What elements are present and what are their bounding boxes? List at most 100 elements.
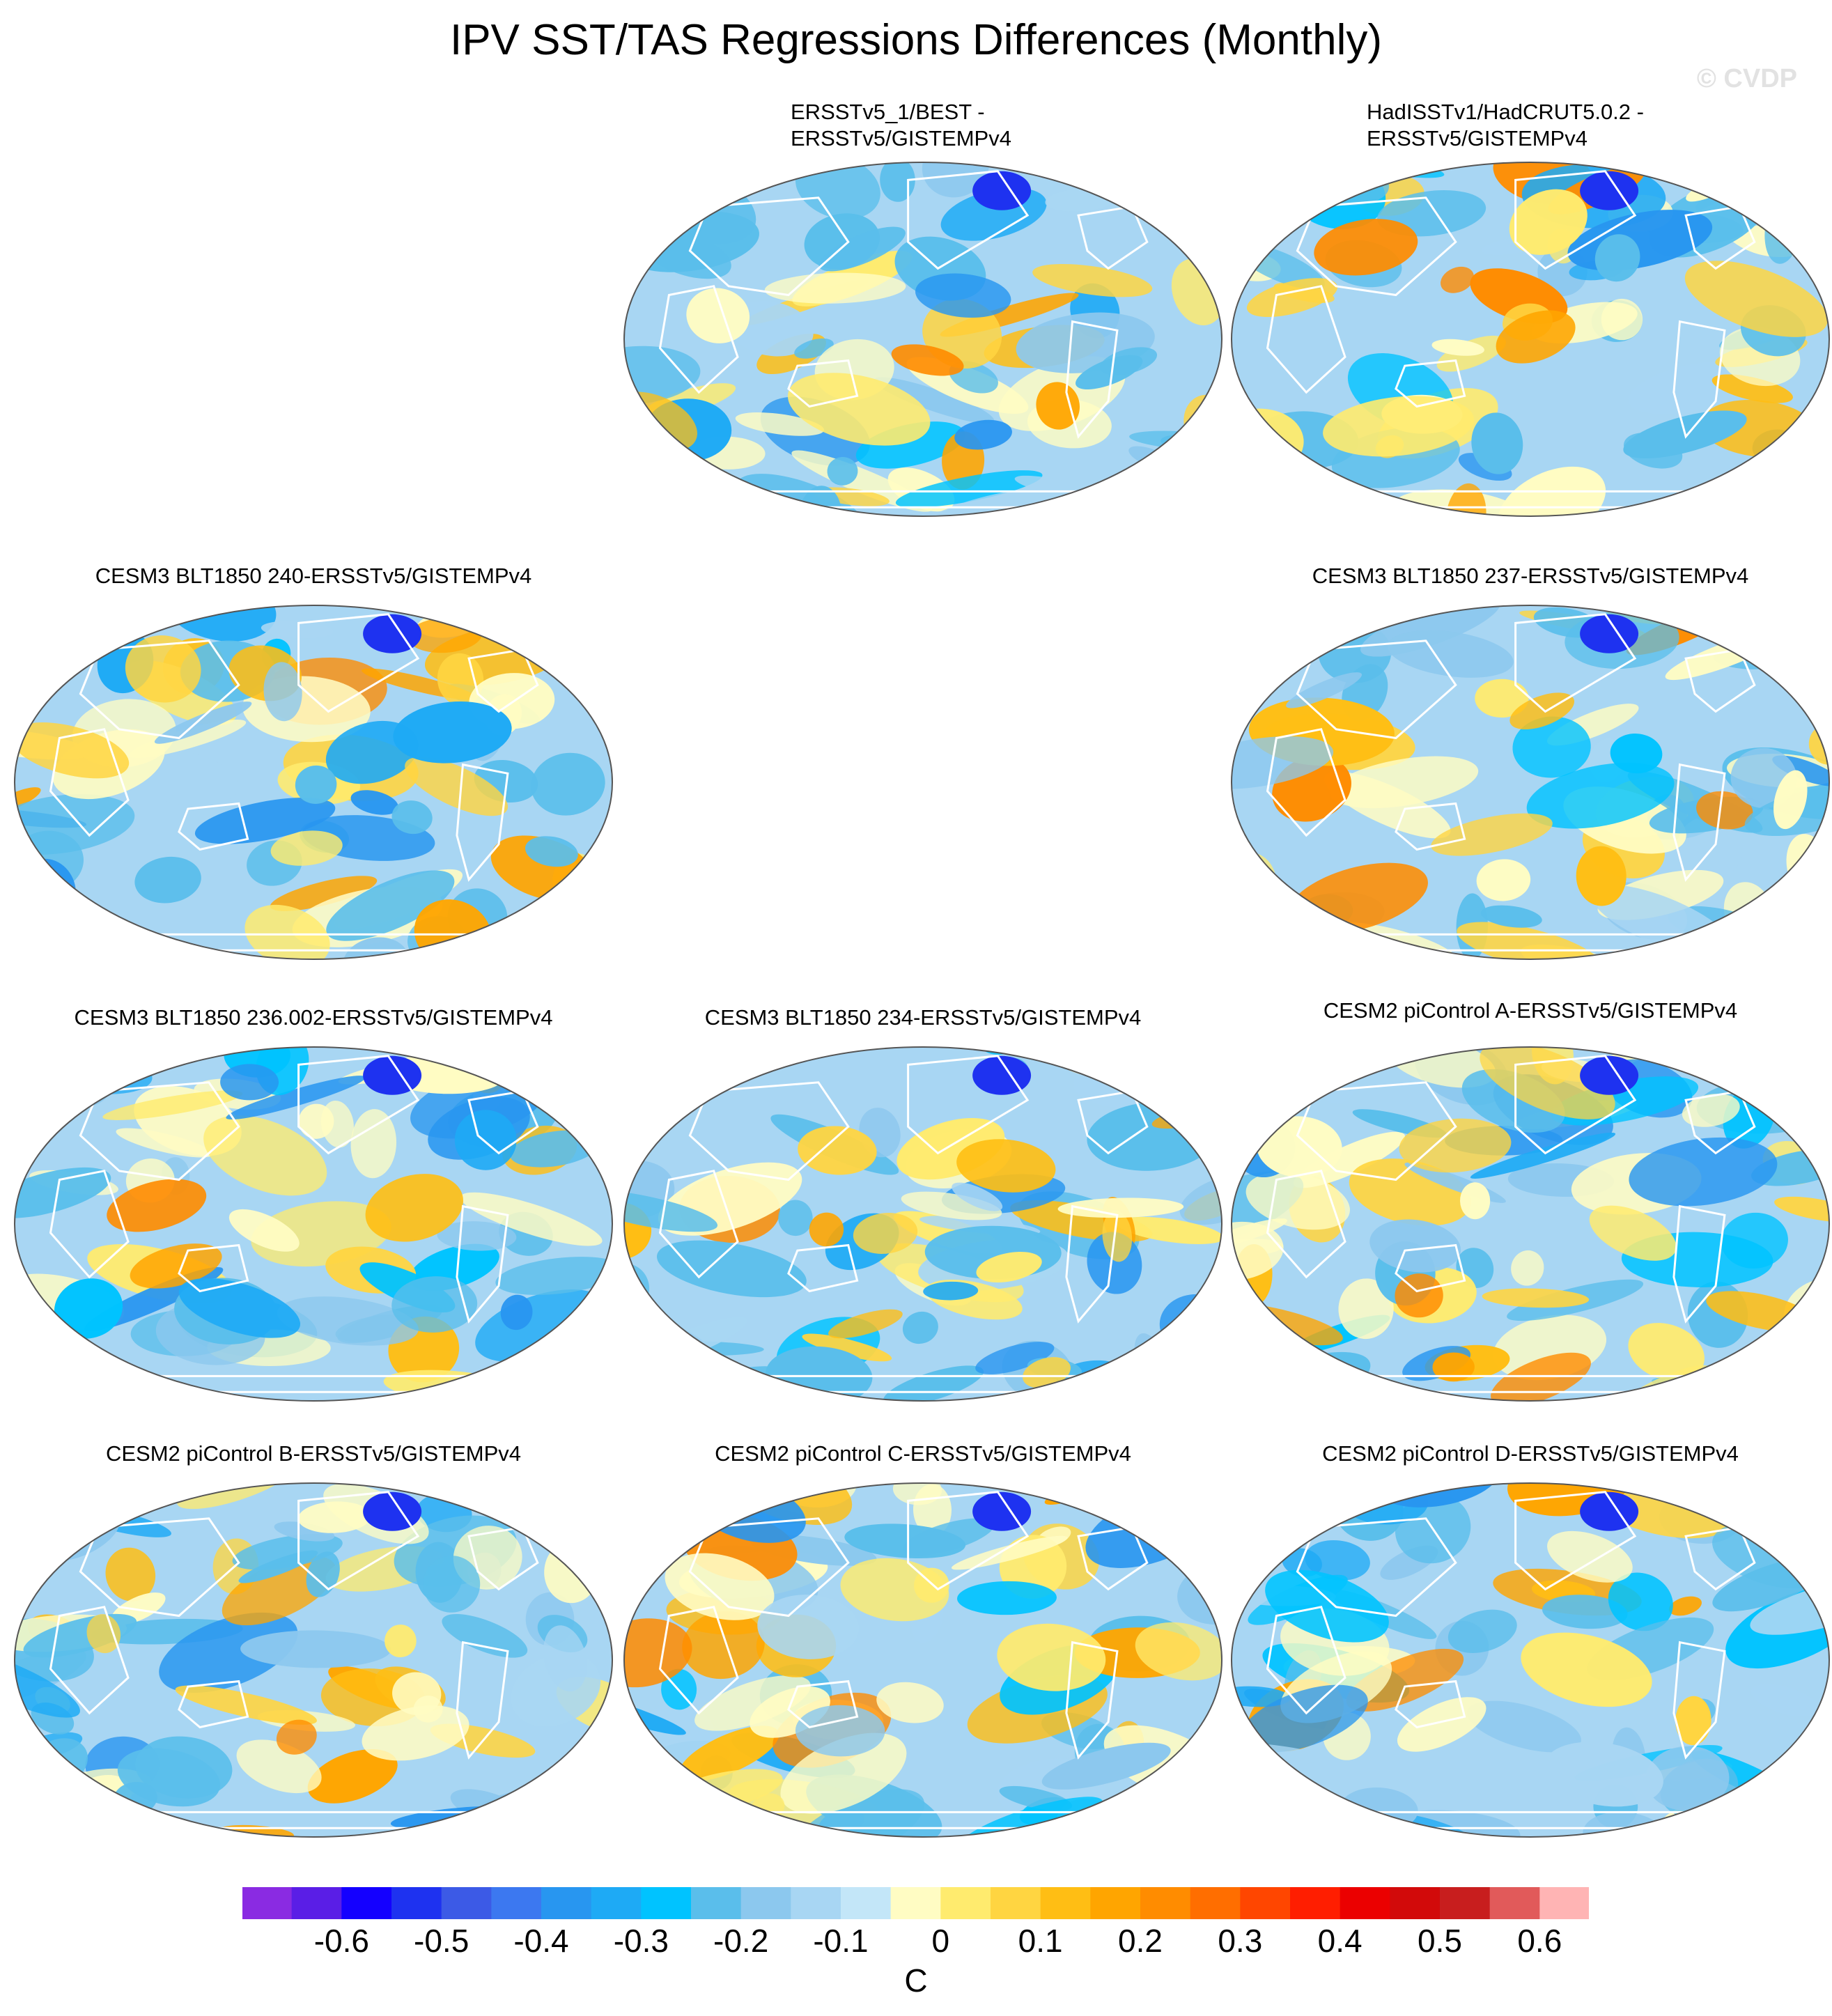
anomaly-blob: [1270, 922, 1319, 959]
anomaly-blob: [1179, 1174, 1222, 1225]
panel-title: CESM2 piControl A-ERSSTv5/GISTEMPv4: [1227, 998, 1832, 1024]
anomaly-blob: [178, 1278, 301, 1338]
coastline: [79, 1081, 240, 1181]
anomaly-blob: [1475, 679, 1529, 718]
coastline: [787, 1680, 859, 1729]
anomaly-blob: [350, 790, 398, 815]
anomaly-blob: [277, 1296, 419, 1346]
panel-title: CESM2 piControl B-ERSSTv5/GISTEMPv4: [10, 1441, 616, 1467]
anomaly-blob: [159, 1612, 298, 1693]
anomaly-blob: [1684, 261, 1828, 337]
anomaly-blob: [923, 1281, 979, 1301]
panel-title-line: ERSSTv5/GISTEMPv4: [791, 126, 1011, 150]
anomaly-blob: [1608, 1572, 1673, 1631]
coastline: [787, 1243, 859, 1293]
map-panel-p2: HadISSTv1/HadCRUT5.0.2 - ERSSTv5/GISTEMPv…: [1227, 99, 1832, 520]
coastline: [178, 1680, 249, 1729]
colorbar-swatch: [541, 1886, 592, 1920]
anomaly-blob: [1576, 846, 1627, 906]
anomaly-blob: [1395, 1273, 1443, 1318]
anomaly-blob: [976, 1251, 1042, 1283]
coastline: [1395, 1680, 1466, 1729]
anomaly-blob: [1245, 1172, 1350, 1230]
map-panel-p4: CESM3 BLT1850 237-ERSSTv5/GISTEMPv4: [1227, 563, 1832, 963]
anomaly-blob: [694, 1675, 811, 1731]
regression-map: [1231, 605, 1830, 960]
anomaly-blob: [15, 1047, 100, 1073]
anomaly-blob: [531, 752, 605, 816]
anomaly-blob: [15, 722, 130, 779]
anomaly-blob: [828, 1309, 903, 1339]
colorbar-swatch: [691, 1886, 742, 1920]
map-panel-p5: CESM3 BLT1850 236.002-ERSSTv5/GISTEMPv4: [10, 1005, 616, 1405]
regression-map: [623, 162, 1222, 517]
anomaly-blob: [105, 1547, 156, 1602]
anomaly-blob: [15, 642, 65, 672]
map-panel-p9: CESM2 piControl C-ERSSTv5/GISTEMPv4: [620, 1441, 1226, 1841]
anomaly-blob: [564, 649, 601, 692]
coastline: [1395, 359, 1466, 408]
coastline: [456, 1641, 509, 1760]
colorbar-tick-label: -0.5: [414, 1923, 469, 1959]
anomaly-blob: [1305, 1540, 1370, 1581]
anomaly-blob: [1338, 1278, 1394, 1340]
anomaly-blob: [306, 1551, 340, 1597]
coastline: [79, 1517, 240, 1618]
anomaly-blob: [809, 1212, 844, 1247]
anomaly-blob: [1553, 1234, 1588, 1291]
anomaly-blob: [902, 1311, 938, 1344]
anomaly-blob: [393, 701, 512, 763]
anomaly-blob: [818, 226, 906, 272]
anomaly-blob: [385, 1625, 417, 1658]
anomaly-blob: [1675, 1696, 1711, 1746]
anomaly-blob: [1232, 607, 1300, 652]
anomaly-blob: [1290, 171, 1344, 198]
anomaly-blob: [1512, 716, 1591, 778]
anomaly-blob: [791, 450, 933, 512]
colorbar-swatch: [1539, 1886, 1590, 1920]
anomaly-blob: [1526, 762, 1675, 829]
coastline: [1672, 1204, 1726, 1324]
anomaly-blob: [1232, 1221, 1284, 1281]
anomaly-blob: [52, 1056, 127, 1083]
anomaly-blob: [1102, 1210, 1133, 1262]
anomaly-blob: [495, 1257, 612, 1295]
panel-title: CESM3 BLT1850 234-ERSSTv5/GISTEMPv4: [620, 1005, 1226, 1031]
colorbar-swatch: [591, 1886, 642, 1920]
map-panel-p3: CESM3 BLT1850 240-ERSSTv5/GISTEMPv4: [10, 563, 616, 963]
colorbar-tick-label: -0.4: [513, 1923, 569, 1959]
colorbar-tick-label: 0.5: [1418, 1923, 1462, 1959]
colorbar-tick-label: 0.4: [1317, 1923, 1363, 1959]
anomaly-blob: [1471, 412, 1523, 474]
anomaly-blob: [1589, 1205, 1677, 1261]
coastline: [456, 1204, 509, 1324]
colorbar-tick-label: 0.2: [1118, 1923, 1163, 1959]
panel-title-line: CESM2 piControl B-ERSSTv5/GISTEMPv4: [105, 1441, 522, 1466]
anomaly-blob: [295, 765, 337, 804]
anomaly-blob: [624, 1689, 686, 1735]
coastline: [658, 1606, 739, 1715]
coastline: [297, 1491, 420, 1591]
regression-map: [1231, 162, 1830, 517]
anomaly-blob: [1151, 1047, 1222, 1099]
colorbar-swatch: [641, 1886, 692, 1920]
anomaly-blob: [1431, 813, 1553, 856]
colorbar-swatch: [1240, 1886, 1291, 1920]
anomaly-blob: [895, 470, 1043, 508]
coastline: [1065, 320, 1119, 439]
panel-title-line: ERSSTv5_1/BEST -: [791, 100, 985, 124]
coastline: [49, 1606, 130, 1715]
anomaly-blob: [624, 346, 701, 405]
coastline: [178, 802, 249, 851]
anomaly-blob: [1594, 234, 1640, 282]
anomaly-blob: [632, 1047, 706, 1089]
anomaly-blob: [1542, 1595, 1628, 1629]
anomaly-blob: [1682, 1094, 1740, 1127]
coastline: [1395, 1243, 1466, 1293]
coastline: [456, 763, 509, 882]
anomaly-blob: [1696, 791, 1753, 830]
anomaly-blob: [1232, 1821, 1286, 1837]
anomaly-blob: [624, 1354, 658, 1379]
map-outline: [14, 605, 613, 960]
anomaly-blob: [134, 856, 201, 904]
